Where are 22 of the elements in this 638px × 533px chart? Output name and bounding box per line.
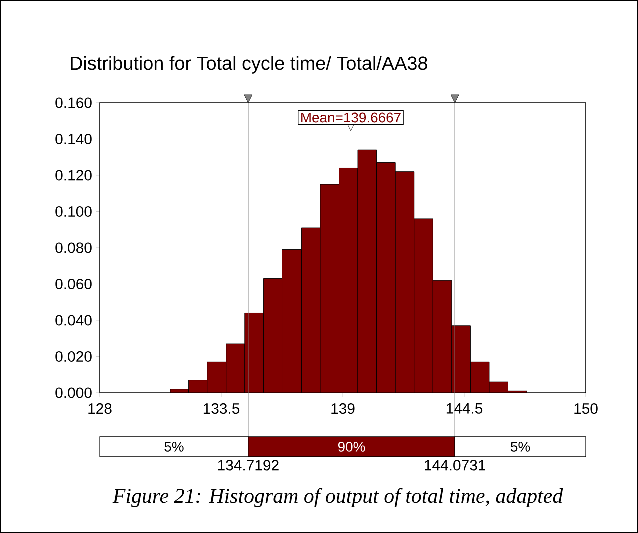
x-tick-label: 128 xyxy=(88,404,112,414)
caption: Figure 21: Histogram of output of total time, adapted xyxy=(112,488,564,508)
y-tick-label: 0.080 xyxy=(56,242,92,254)
y-tick-label: 0.120 xyxy=(56,170,92,181)
x-tick-label: 150 xyxy=(574,404,598,414)
y-tick-label: 0.160 xyxy=(56,98,92,108)
y-tick-label: 0.040 xyxy=(56,315,92,326)
annotation: Mean=139.6667 xyxy=(302,112,401,123)
y-tick-label: 0.100 xyxy=(56,206,92,218)
y-tick-label: 0.060 xyxy=(56,278,92,290)
chart-title: Distribution for Total cycle time/ Total/AA38 xyxy=(71,56,428,74)
text: 5% xyxy=(511,442,530,452)
y-tick-label: 0.000 xyxy=(56,388,92,398)
ref-line-label: 134.7192 xyxy=(218,460,279,471)
text: 90% xyxy=(338,442,366,452)
y-tick-label: 0.140 xyxy=(56,134,92,145)
text: 5% xyxy=(164,442,184,452)
y-tick-label: 0.020 xyxy=(56,351,92,362)
x-tick-label: 133.5 xyxy=(204,404,240,414)
ref-line-label: 144.0731 xyxy=(425,460,486,471)
x-tick-label: 144.5 xyxy=(446,404,483,414)
x-tick-label: 139 xyxy=(332,404,355,414)
